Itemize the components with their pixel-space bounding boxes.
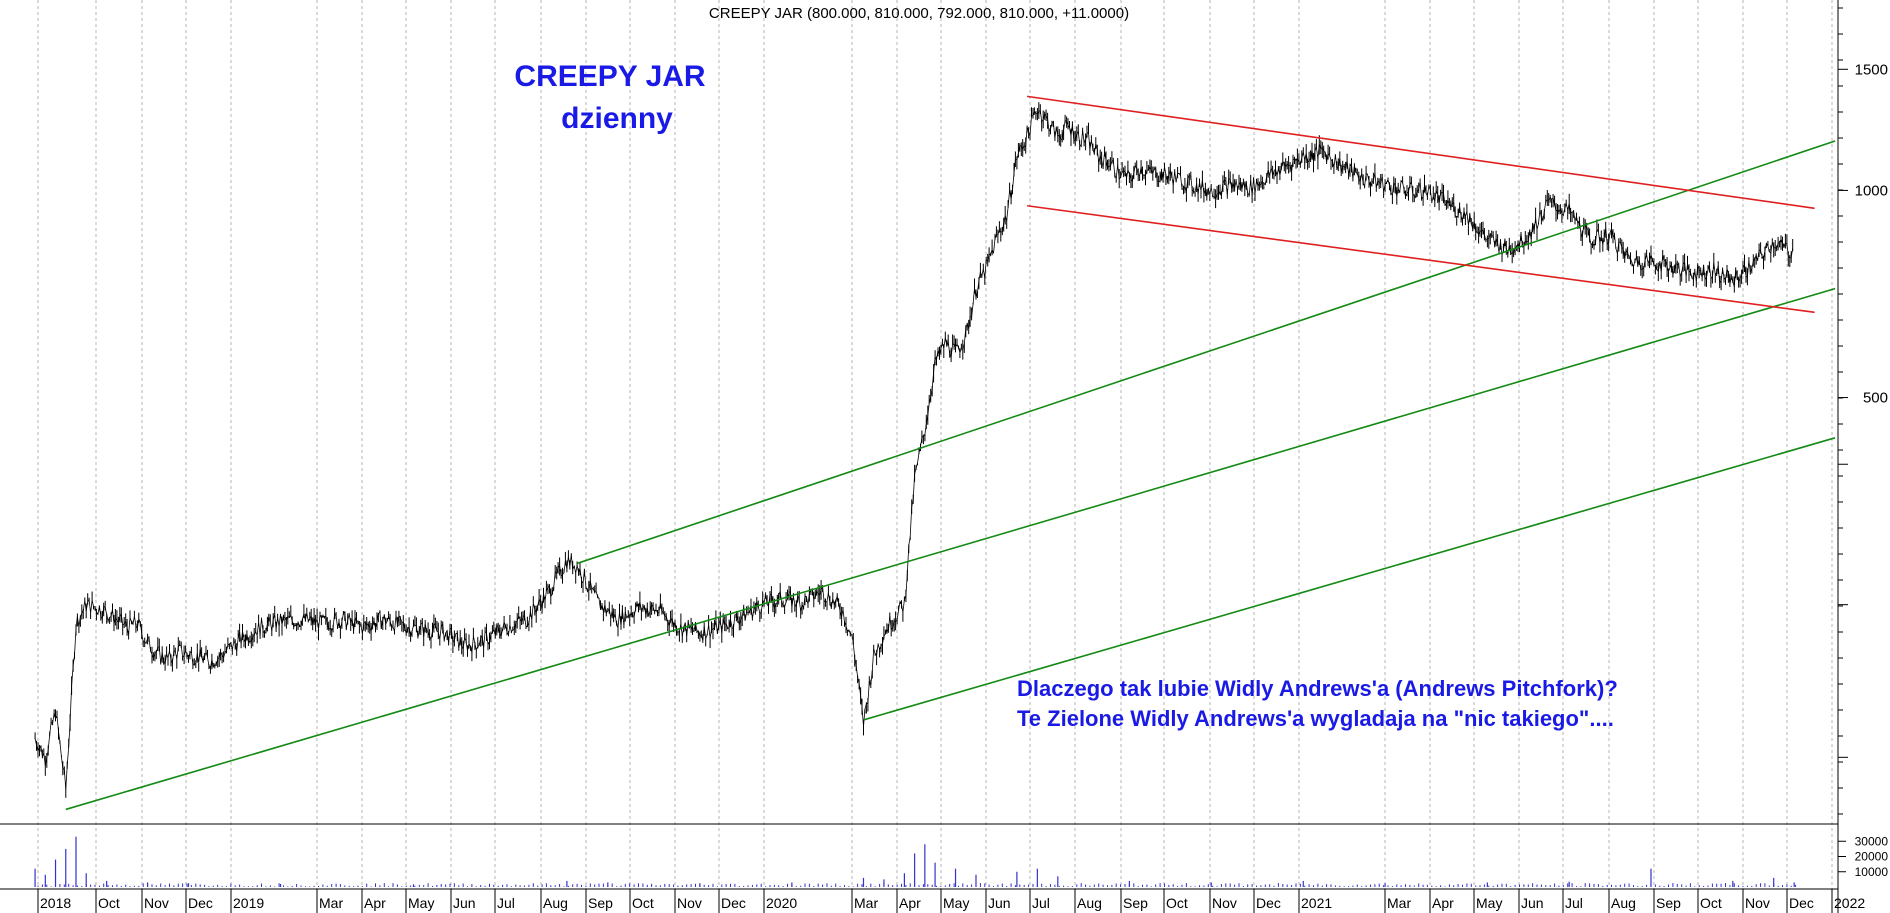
x-tick-label: Aug xyxy=(543,895,568,911)
annotation-note-line2: Te Zielone Widly Andrews'a wygladaja na … xyxy=(1017,706,1614,731)
x-tick-label: Aug xyxy=(1611,895,1636,911)
channel-lower xyxy=(1027,204,1815,314)
x-tick-label: Oct xyxy=(632,895,654,911)
x-tick-label: Nov xyxy=(1212,895,1237,911)
x-tick-label: Aug xyxy=(1077,895,1102,911)
x-tick-label: Jun xyxy=(988,895,1011,911)
x-tick-label: Dec xyxy=(188,895,213,911)
x-ticks: 2018 Oct Nov Dec 2019 Mar Apr May Jun Jul Aug Sep Oc… xyxy=(37,889,1865,913)
pitchfork-median xyxy=(65,287,1836,811)
x-tick-label: Oct xyxy=(1166,895,1188,911)
annotation-note-line1: Dlaczego tak lubie Widly Andrews'a (Andr… xyxy=(1017,676,1618,701)
annotation-subtitle: dzienny xyxy=(561,102,673,135)
chart-header: CREEPY JAR (800.000, 810.000, 792.000, 8… xyxy=(709,5,1129,22)
x-tick-label: 2019 xyxy=(233,895,264,911)
x-tick-label: Sep xyxy=(1656,895,1681,911)
pitchfork-upper xyxy=(576,140,1836,565)
x-tick-label: Jun xyxy=(453,895,476,911)
annotation-title: CREEPY JAR xyxy=(514,60,706,93)
x-tick-label: May xyxy=(1476,895,1502,911)
x-tick-label: Oct xyxy=(1700,895,1722,911)
x-tick-label: Jul xyxy=(1565,895,1583,911)
x-tick-label: Dec xyxy=(1789,895,1814,911)
x-tick-label: 2022 xyxy=(1834,895,1865,911)
y-tick-label: 1500 xyxy=(1855,61,1888,78)
x-tick-label: Apr xyxy=(899,895,921,911)
x-tick-label: May xyxy=(408,895,434,911)
x-tick-label: Nov xyxy=(677,895,702,911)
volume-panel xyxy=(34,836,1797,887)
x-tick-label: 2021 xyxy=(1301,895,1332,911)
volume-tick-label: 20000 xyxy=(1855,850,1889,864)
axes xyxy=(0,0,1839,913)
price-line xyxy=(34,109,1794,789)
x-tick-label: Nov xyxy=(144,895,169,911)
x-tick-label: Sep xyxy=(1123,895,1148,911)
x-tick-label: Nov xyxy=(1745,895,1770,911)
volume-tick-label: 10000 xyxy=(1855,865,1889,879)
x-tick-label: Jul xyxy=(497,895,515,911)
x-tick-label: Mar xyxy=(319,895,343,911)
x-tick-label: Apr xyxy=(364,895,386,911)
y-tick-label: 500 xyxy=(1863,390,1888,407)
x-tick-label: Mar xyxy=(1387,895,1411,911)
x-tick-label: Jun xyxy=(1521,895,1544,911)
x-tick-label: Mar xyxy=(854,895,878,911)
x-tick-label: Sep xyxy=(588,895,613,911)
y-tick-label: 1000 xyxy=(1855,182,1888,199)
x-tick-label: Oct xyxy=(98,895,120,911)
x-tick-label: Apr xyxy=(1432,895,1454,911)
price-panel xyxy=(34,102,1794,798)
channel-upper xyxy=(1027,95,1815,210)
volume-tick-label: 30000 xyxy=(1855,834,1889,848)
x-tick-label: Dec xyxy=(1256,895,1281,911)
x-tick-label: 2018 xyxy=(40,895,71,911)
grid xyxy=(37,0,1833,889)
x-tick-label: Dec xyxy=(721,895,746,911)
x-tick-label: May xyxy=(943,895,969,911)
x-tick-label: Jul xyxy=(1032,895,1050,911)
pitchfork-lower xyxy=(863,437,1836,721)
x-tick-label: 2020 xyxy=(766,895,797,911)
trend-lines xyxy=(65,95,1836,811)
